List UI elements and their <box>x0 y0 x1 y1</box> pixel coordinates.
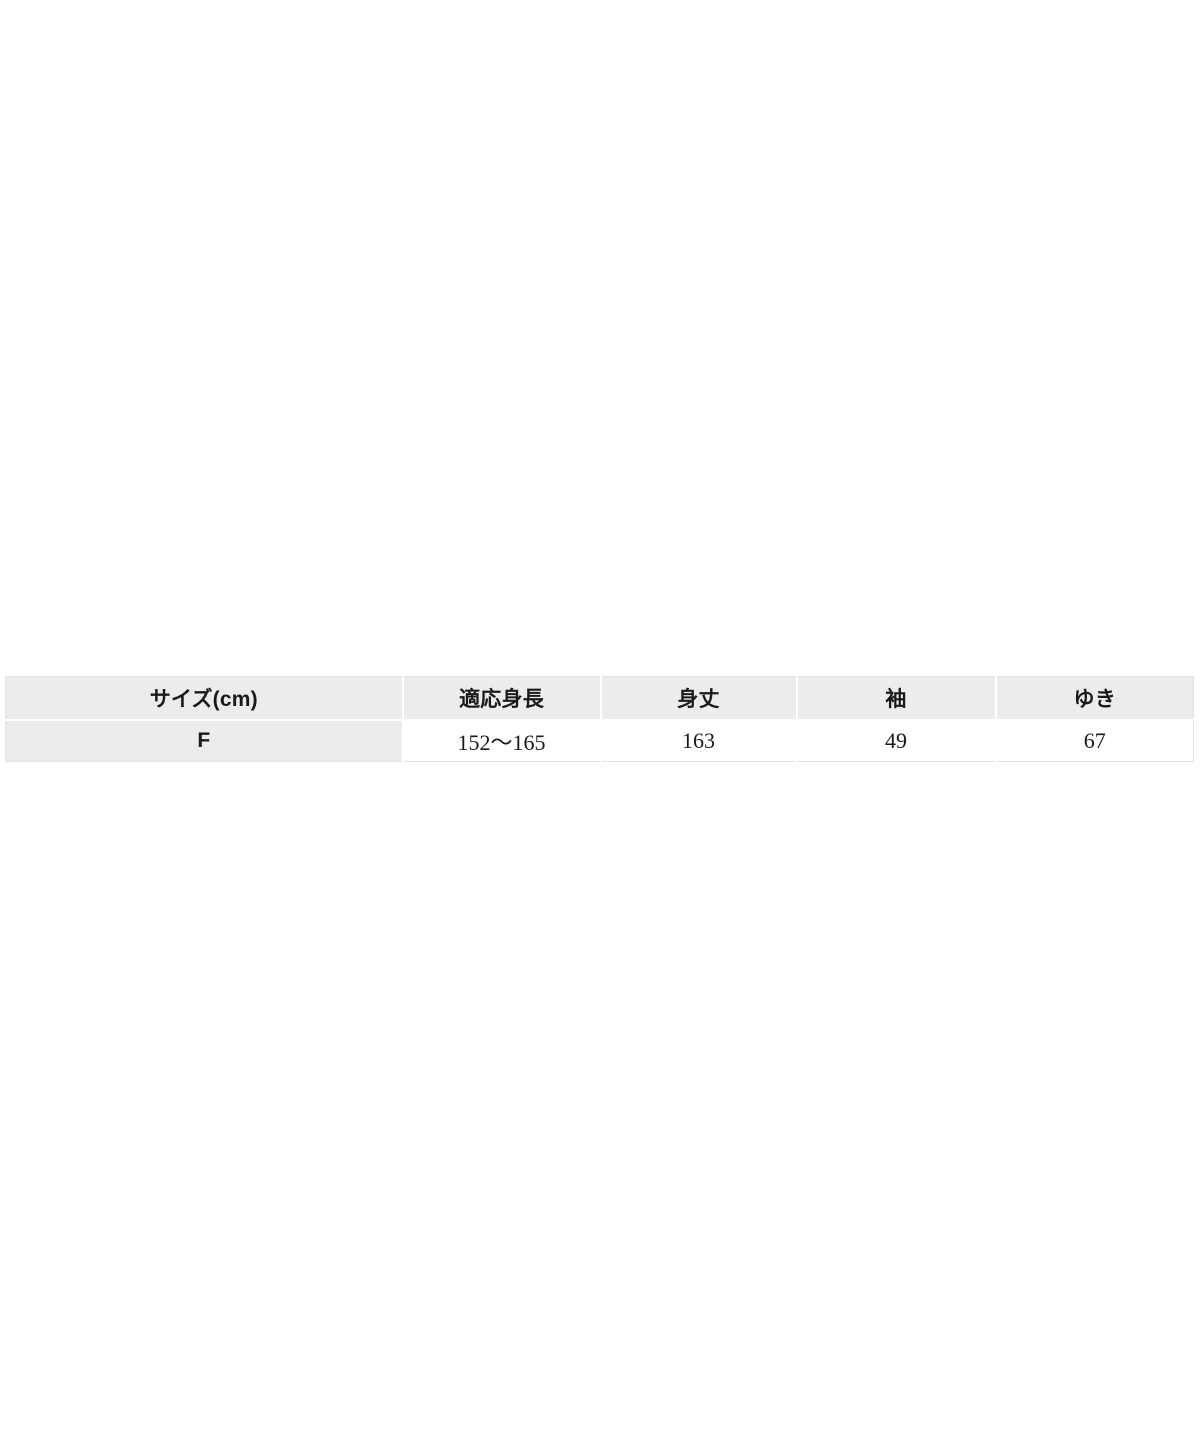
size-chart-body: F 152〜165 163 49 67 <box>5 720 1194 762</box>
cell-sleeve: 49 <box>795 720 997 762</box>
column-header-height: 適応身長 <box>401 676 602 721</box>
column-header-yuki: ゆき <box>994 676 1194 721</box>
column-header-length: 身丈 <box>599 676 798 721</box>
column-header-sleeve: 袖 <box>795 676 997 721</box>
cell-size: F <box>5 720 404 762</box>
cell-length: 163 <box>599 720 798 762</box>
column-header-size: サイズ(cm) <box>5 676 404 721</box>
cell-yuki: 67 <box>994 720 1194 762</box>
size-chart-container: サイズ(cm) 適応身長 身丈 袖 ゆき F 152〜165 163 49 67 <box>5 676 1194 762</box>
size-chart-header: サイズ(cm) 適応身長 身丈 袖 ゆき <box>5 676 1194 721</box>
cell-height: 152〜165 <box>401 720 602 762</box>
size-chart-table: サイズ(cm) 適応身長 身丈 袖 ゆき F 152〜165 163 49 67 <box>5 676 1194 762</box>
table-header-row: サイズ(cm) 適応身長 身丈 袖 ゆき <box>5 676 1194 721</box>
table-row: F 152〜165 163 49 67 <box>5 720 1194 762</box>
